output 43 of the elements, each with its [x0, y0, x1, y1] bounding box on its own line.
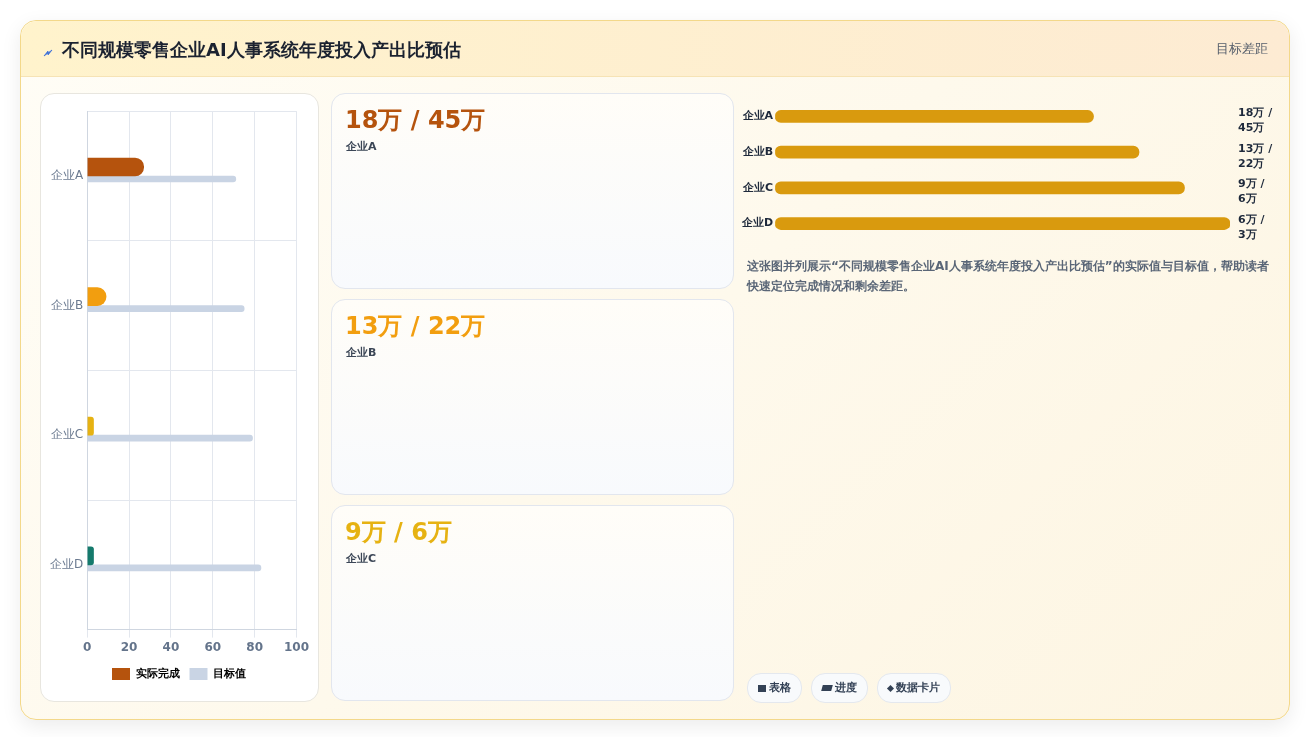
text: 企业B	[346, 345, 377, 360]
y-tick-label: 企业B	[51, 297, 84, 312]
text: 表格	[747, 673, 802, 703]
bar	[775, 110, 1094, 123]
text: 9万 / 6万	[1238, 177, 1266, 206]
bar	[87, 564, 262, 572]
x-tick-label: 0	[83, 639, 92, 654]
x-tick-label: 60	[204, 639, 222, 654]
x-tick-label: 40	[162, 639, 180, 654]
text: 13万 / 22万	[345, 311, 486, 342]
text: 数据卡片	[877, 673, 951, 703]
y-tick-label: 企业B	[741, 145, 774, 159]
bar	[775, 181, 1185, 195]
text: 6万 / 3万	[1238, 212, 1266, 241]
y-tick-label: 企业C	[50, 427, 84, 442]
x-tick-label: 100	[283, 639, 310, 654]
text: 13万 / 22万	[1238, 141, 1274, 170]
text: 目标差距	[1216, 40, 1268, 58]
y-tick-label: 企业C	[742, 180, 774, 194]
chart-title: 不同规模零售企业AI人事系统年度投入产出比预估	[62, 38, 461, 62]
x-tick-label: 20	[120, 639, 138, 654]
y-tick-label: 企业D	[49, 556, 84, 571]
y-tick-label: 企业A	[741, 109, 774, 123]
bar	[775, 145, 1140, 159]
bar	[87, 416, 94, 436]
bar	[87, 305, 245, 312]
bar	[87, 546, 94, 566]
text: 9万 / 6万	[345, 517, 452, 548]
bar	[87, 175, 237, 183]
text: 18万 / 45万	[1238, 105, 1274, 134]
text: 这张图并列展示“不同规模零售企业AI人事系统年度投入产出比预估”的实际值与目标值，帮助读者快速定位完成情况和剩余差距。	[747, 258, 1270, 295]
y-tick-label: 企业D	[740, 216, 774, 230]
bar	[87, 434, 253, 442]
text: 企业A	[346, 139, 377, 154]
bar	[87, 157, 145, 177]
y-tick-label: 企业A	[51, 168, 85, 183]
legend-label: 目标值	[213, 666, 246, 680]
x-tick-label: 80	[246, 639, 263, 654]
text: 进度	[811, 673, 868, 703]
text: 企业C	[346, 551, 377, 566]
bar	[775, 217, 1230, 230]
legend-label: 实际完成	[135, 666, 180, 680]
text: 18万 / 45万	[345, 105, 486, 136]
